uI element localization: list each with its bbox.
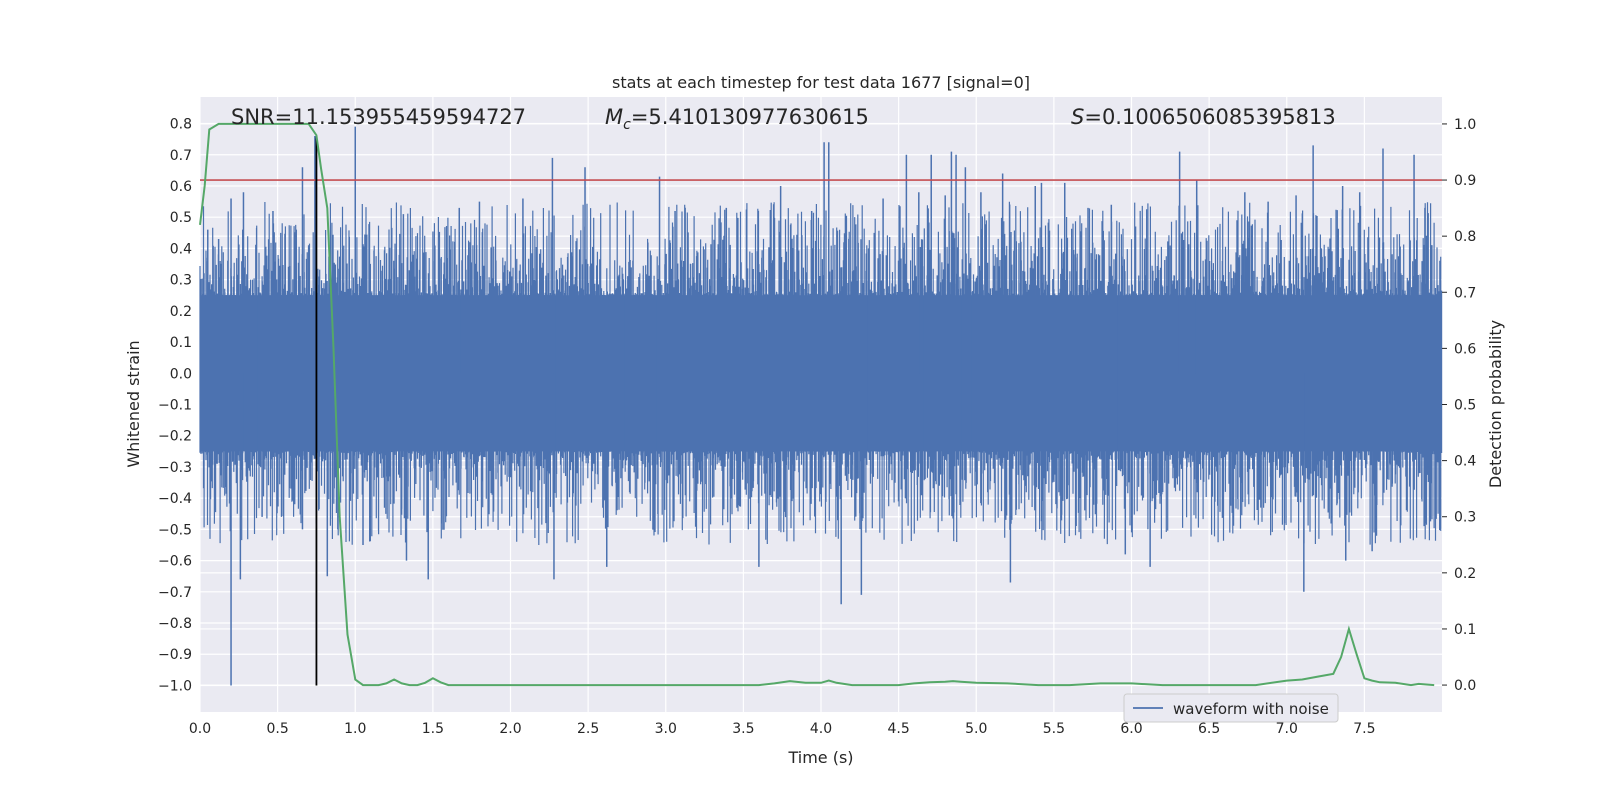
s-annotation: S=0.1006506085395813 [1071,105,1336,129]
y-axis-label: Whitened strain [124,340,143,467]
x-tick-label: 1.0 [344,721,366,737]
y-right-tick-label: 0.6 [1454,341,1476,357]
x-tick-label: 5.5 [1043,721,1065,737]
y-tick-label: −0.2 [158,429,192,445]
y-tick-label: −0.1 [158,398,192,414]
x-tick-label: 6.5 [1198,721,1220,737]
y-tick-label: −0.5 [158,522,192,538]
mc-symbol: M [605,105,623,129]
y-tick-label: −0.6 [158,554,192,570]
legend: waveform with noise [1123,693,1339,723]
snr-annotation: SNR=11.153955459594727 [231,105,526,129]
y-right-axis-label: Detection probability [1486,320,1505,488]
y-tick-label: 0.7 [170,148,192,164]
y-right-tick-label: 0.0 [1454,678,1476,694]
x-tick-label: 4.0 [810,721,832,737]
x-tick-label: 5.0 [965,721,987,737]
x-tick-label: 7.0 [1276,721,1298,737]
x-tick-label: 0.0 [189,721,211,737]
y-right-tick-label: 0.8 [1454,229,1476,245]
x-tick-label: 3.0 [655,721,677,737]
y-right-tick-label: 0.3 [1454,510,1476,526]
y-tick-label: −0.4 [158,491,192,507]
y-right-tick-label: 1.0 [1454,117,1476,133]
y-tick-label: 0.1 [170,335,192,351]
y-tick-label: 0.5 [170,210,192,226]
x-tick-label: 4.5 [887,721,909,737]
x-tick-label: 1.5 [422,721,444,737]
legend-label: waveform with noise [1173,700,1329,718]
y-tick-label: −0.8 [158,616,192,632]
x-tick-label: 2.5 [577,721,599,737]
y-tick-label: 0.2 [170,304,192,320]
y-right-tick-label: 0.4 [1454,454,1476,470]
y-right-tick-label: 0.5 [1454,398,1476,414]
y-tick-label: 0.3 [170,273,192,289]
y-right-axis-ticks: 1.0 0.9 0.8 0.7 0.6 0.5 0.4 0.3 0.2 0.1 0.0 [1442,117,1476,694]
x-tick-label: 3.5 [732,721,754,737]
x-axis-ticks: 0.0 0.5 1.0 1.5 2.0 2.5 3.0 3.5 4.0 4.5 5.0 5.5 6.0 6… [189,721,1376,737]
y-tick-label: 0.8 [170,117,192,133]
y-tick-label: −1.0 [158,678,192,694]
x-tick-label: 2.0 [499,721,521,737]
y-tick-label: 0.0 [170,366,192,382]
y-axis-ticks: 0.8 0.7 0.6 0.5 0.4 0.3 0.2 0.1 0.0 −0.1 −0.2 −0.3 −… [158,117,192,695]
y-tick-label: 0.4 [170,241,192,257]
mc-subscript: c [623,117,631,133]
chart-title: stats at each timestep for test data 167… [612,73,1030,92]
mc-value: =5.410130977630615 [631,105,869,129]
x-tick-label: 0.5 [266,721,288,737]
probability-layer [199,122,1435,687]
y-right-tick-label: 0.1 [1454,622,1476,638]
y-tick-label: 0.6 [170,179,192,195]
mc-annotation: Mc=5.410130977630615 [605,105,869,133]
s-symbol: S [1071,105,1084,129]
x-tick-label: 6.0 [1120,721,1142,737]
x-axis-label: Time (s) [787,748,853,767]
y-right-tick-label: 0.2 [1454,566,1476,582]
legend-box [1123,693,1339,723]
y-tick-label: −0.7 [158,585,192,601]
probability-line [199,122,1435,687]
s-value: =0.1006506085395813 [1084,105,1335,129]
y-right-tick-label: 0.7 [1454,285,1476,301]
y-tick-label: −0.3 [158,460,192,476]
y-right-tick-label: 0.9 [1454,173,1476,189]
x-tick-label: 7.5 [1353,721,1375,737]
waveform-series [199,126,1443,686]
y-tick-label: −0.9 [158,647,192,663]
